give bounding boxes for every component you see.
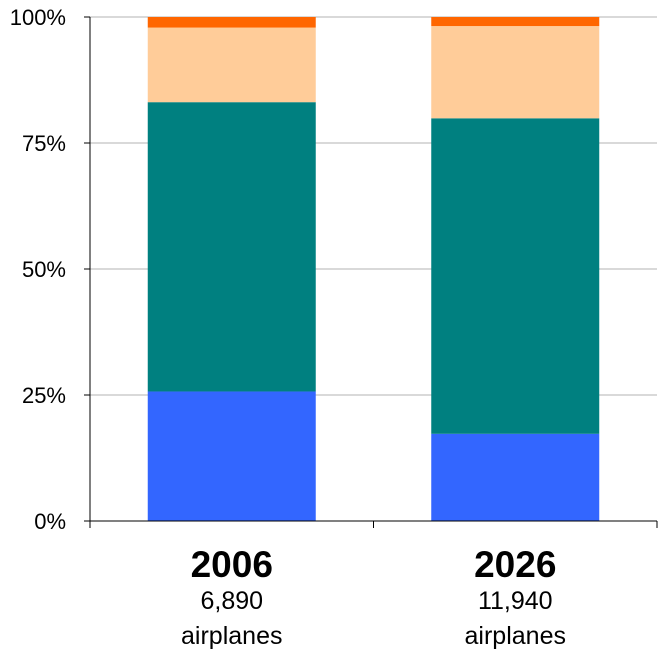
bar-segment-0-1 — [147, 102, 316, 392]
category-label-0: 2006 6,890 airplanes — [132, 545, 332, 654]
bar-segment-1-3 — [431, 17, 600, 27]
bar-segments — [147, 17, 600, 521]
y-tick-label: 75% — [22, 131, 66, 156]
y-tick-labels: 0% 25% 50% 75% 100% — [10, 5, 66, 534]
category-year: 2006 — [190, 544, 273, 585]
bar-segment-0-0 — [147, 391, 316, 521]
bar-segment-1-1 — [431, 118, 600, 434]
category-unit: airplanes — [464, 622, 566, 650]
bar-segment-1-2 — [431, 26, 600, 119]
category-label-1: 2026 11,940 airplanes — [415, 545, 615, 654]
y-tick-label: 100% — [10, 5, 66, 30]
bar-segment-0-2 — [147, 27, 316, 103]
bar-segment-0-3 — [147, 17, 316, 28]
category-unit: airplanes — [181, 622, 283, 650]
category-airplane-count: 6,890 — [200, 587, 264, 615]
y-tick-label: 25% — [22, 383, 66, 408]
category-year: 2026 — [474, 544, 557, 585]
category-airplane-count: 11,940 — [477, 587, 553, 615]
axes — [84, 16, 658, 528]
y-tick-label: 0% — [34, 509, 66, 534]
bar-segment-1-0 — [431, 433, 600, 521]
y-tick-label: 50% — [22, 257, 66, 282]
